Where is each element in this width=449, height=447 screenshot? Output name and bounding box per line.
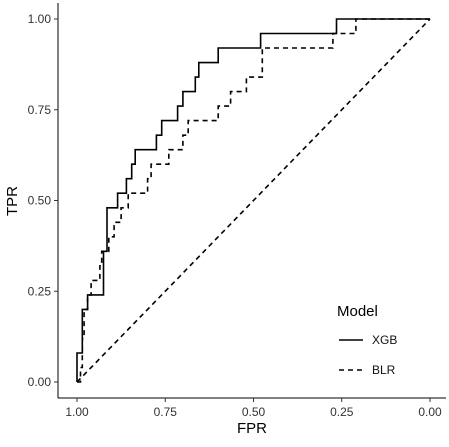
legend-title: Model: [337, 303, 378, 320]
y-tick-label: 1.00: [28, 12, 52, 26]
plot-area: 1.00 0.75 0.50 0.25 0.00 0.00 0.25 0.50 0.75 1.00: [28, 3, 446, 419]
legend: Model XGB BLR: [337, 303, 397, 377]
series-layer: [76, 18, 431, 383]
series-line-blr: [77, 18, 430, 383]
ticks-layer: 1.00 0.75 0.50 0.25 0.00 0.00 0.25 0.50 0.75 1.00: [28, 12, 442, 419]
y-tick-label: 0.50: [28, 194, 52, 208]
y-tick-label: 0.00: [28, 375, 52, 389]
x-tick-label: 0.50: [242, 405, 266, 419]
x-tick-label: 0.00: [418, 405, 442, 419]
x-tick-label: 1.00: [65, 405, 89, 419]
legend-label-xgb: XGB: [372, 333, 397, 347]
x-axis-title: FPR: [237, 420, 267, 437]
x-tick-label: 0.25: [330, 405, 354, 419]
y-tick-label: 0.25: [28, 284, 52, 298]
series-line-xgb: [76, 18, 430, 382]
y-axis-title: TPR: [4, 186, 21, 216]
legend-label-blr: BLR: [372, 363, 396, 377]
x-tick-label: 0.75: [154, 405, 178, 419]
y-tick-label: 0.75: [28, 103, 52, 117]
series-line-reference-diagonal: [76, 18, 431, 383]
